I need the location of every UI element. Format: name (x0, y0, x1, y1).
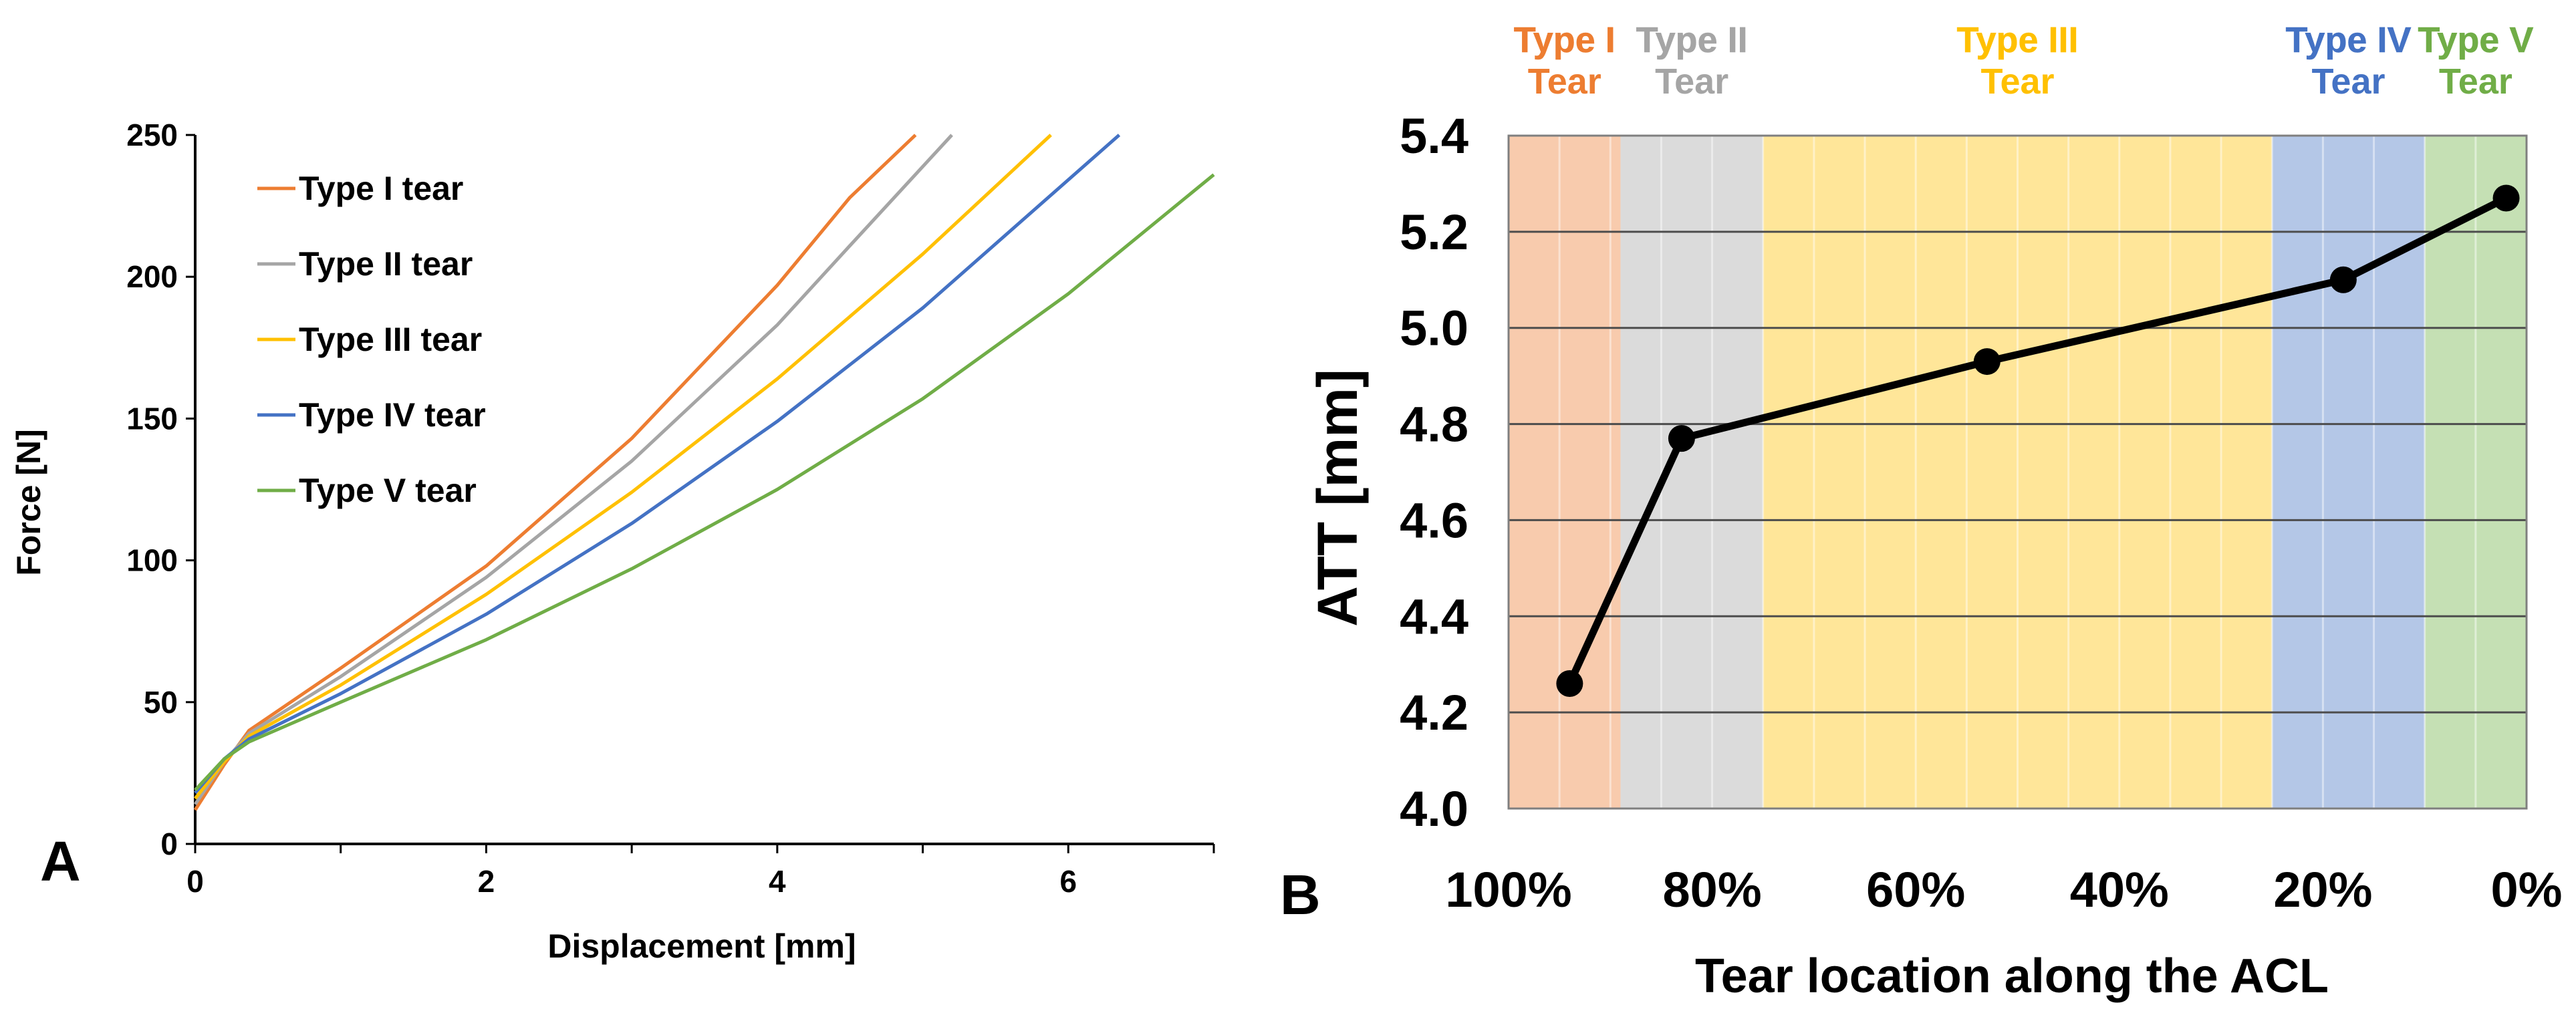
chart-b-series (1556, 184, 2520, 697)
chart-a-axes (194, 135, 1214, 845)
chart-a-series-line (194, 134, 1121, 794)
chart-b-ytick-label: 5.2 (1400, 204, 1468, 260)
panel-label-b: B (1280, 863, 1321, 926)
chart-b-region (2424, 136, 2527, 809)
chart-a-xtick-label: 2 (478, 864, 495, 899)
chart-a: 0 50 100 150 200 250 0 2 4 6 Type I tear Type II t… (10, 118, 1215, 965)
chart-a-ytick-label: 0 (160, 827, 178, 861)
chart-a-xtick-label: 0 (186, 864, 204, 899)
chart-b-grid (1507, 134, 2528, 810)
chart-a-legend-label: Type III tear (299, 321, 482, 358)
chart-a-ticks: 0 50 100 150 200 250 0 2 4 6 (126, 118, 1215, 899)
panel-label-a: A (40, 830, 81, 893)
chart-b-region-label: Type II (1636, 20, 1748, 60)
chart-b-data-point (1973, 348, 2001, 376)
chart-b-ylabel: ATT [mm] (1306, 369, 1369, 627)
chart-b-region-label: Type I (1514, 20, 1616, 60)
chart-b-region-label: Type V (2418, 20, 2533, 60)
chart-b-regions (1509, 136, 2527, 809)
chart-a-ytick-label: 200 (126, 259, 178, 294)
chart-a-series (193, 134, 1215, 811)
chart-a-ytick-label: 250 (126, 118, 178, 152)
chart-b-axes (1507, 134, 2528, 810)
chart-a-xtick-label: 6 (1059, 864, 1077, 899)
chart-b-data-point (2329, 266, 2357, 293)
chart-b-xtick-label: 100% (1445, 862, 1571, 917)
chart-b-region (1763, 136, 2273, 809)
chart-a-series-line (194, 173, 1215, 792)
chart-a-legend: Type I tear Type II tear Type III tear Type… (257, 170, 486, 509)
chart-b-ytick-label: 5.4 (1400, 108, 1468, 164)
chart-b-region (1509, 136, 1621, 809)
chart-b-region-label: Tear (1655, 61, 1728, 102)
chart-b-region-label: Tear (2439, 61, 2513, 102)
chart-a-legend-label: Type V tear (299, 472, 477, 509)
chart-b-ytick-label: 4.2 (1400, 685, 1468, 740)
chart-a-ylabel: Force [N] (10, 429, 47, 575)
chart-b-data-point (1556, 670, 1583, 697)
chart-b-data-point (2492, 184, 2520, 212)
chart-b-xtick-label: 20% (2273, 862, 2372, 917)
chart-b-xlabel: Tear location along the ACL (1695, 950, 2329, 1003)
chart-b-ytick-label: 4.6 (1400, 492, 1468, 548)
chart-b-ytick-label: 4.4 (1400, 589, 1468, 644)
chart-b-region-label: Tear (1528, 61, 1601, 102)
chart-b-xtick-label: 40% (2070, 862, 2169, 917)
chart-b-ytick-label: 4.0 (1400, 781, 1468, 837)
chart-b-frame (1507, 134, 2528, 810)
chart-a-legend-label: Type IV tear (299, 396, 486, 434)
chart-b-region (2272, 136, 2425, 809)
chart-a-xlabel: Displacement [mm] (547, 927, 856, 965)
chart-b-region (1620, 136, 1763, 809)
chart-a-ytick-label: 50 (144, 685, 178, 720)
chart-a-ytick-label: 100 (126, 543, 178, 578)
chart-b-region-label: Tear (2311, 61, 2385, 102)
chart-b-region-label: Tear (1980, 61, 2054, 102)
chart-b-ticks: 4.0 4.2 4.4 4.6 4.8 5.0 5.2 5.4 100% 80% 60% 40% 20%… (1400, 108, 2562, 917)
chart-a-ytick-label: 150 (126, 401, 178, 436)
chart-b-region-label: Type III (1956, 20, 2078, 60)
chart-b-xtick-label: 0% (2491, 862, 2563, 917)
chart-b-ytick-label: 4.8 (1400, 397, 1468, 452)
chart-a-legend-label: Type I tear (299, 170, 463, 207)
chart-b-region-label: Type IV (2285, 20, 2411, 60)
chart-a-xtick-label: 4 (769, 864, 786, 899)
chart-b-xtick-label: 60% (1866, 862, 1965, 917)
chart-b-ytick-label: 5.0 (1400, 301, 1468, 356)
chart-b-data-point (1668, 425, 1695, 452)
chart-b: 4.0 4.2 4.4 4.6 4.8 5.0 5.2 5.4 100% 80% 60% 40% 20%… (1280, 20, 2562, 1003)
chart-b-xtick-label: 80% (1663, 862, 1762, 917)
chart-a-legend-label: Type II tear (299, 245, 473, 283)
